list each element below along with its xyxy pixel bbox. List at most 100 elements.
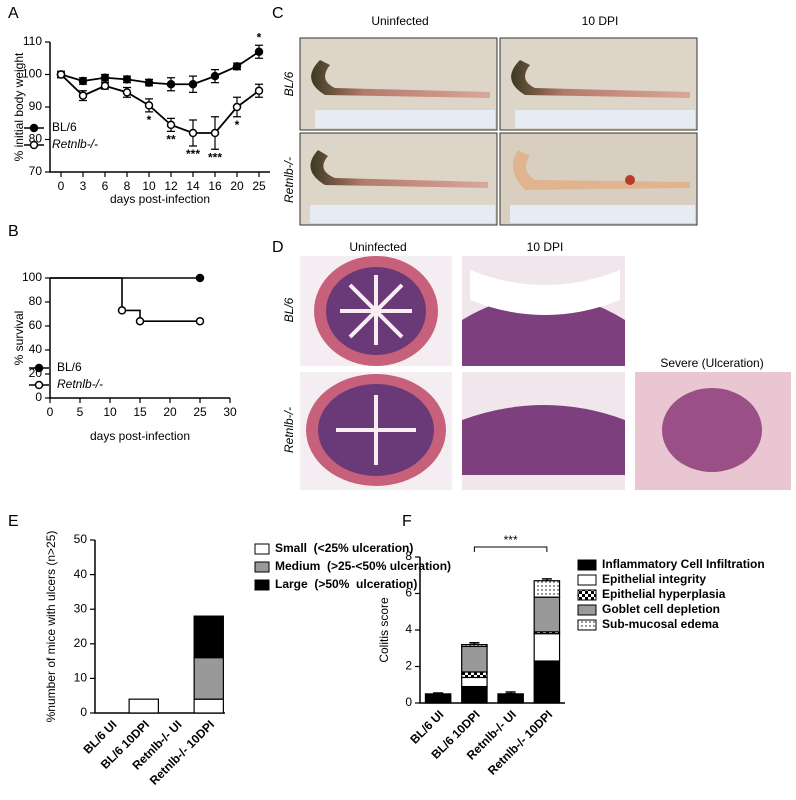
bar-segment: [128, 698, 159, 714]
legend-label: Small (<25% ulceration): [275, 541, 413, 555]
bar-segment: [461, 645, 488, 673]
bar-segment: [193, 698, 224, 714]
bar-segment: [461, 671, 488, 679]
y-tick-label: 0: [35, 390, 42, 404]
photo-column-title: 10 DPI: [582, 14, 619, 28]
legend-label: BL/6: [52, 120, 77, 134]
bar-segment: [424, 693, 452, 704]
photo: [299, 37, 698, 226]
legend-swatch: [577, 589, 597, 601]
legend-swatch: [254, 543, 270, 555]
data-point: [210, 128, 220, 138]
bar-segment: [193, 615, 224, 659]
y-tick-label: 50: [74, 532, 88, 546]
legend-swatch: [254, 579, 270, 591]
data-point: [232, 62, 242, 71]
y-tick-label: 6: [405, 586, 412, 600]
data-point: [188, 80, 198, 89]
data-point: [166, 120, 176, 130]
y-tick-label: 100: [22, 270, 42, 284]
series-line: [50, 277, 200, 322]
error-bar: [469, 642, 480, 645]
annotation: **: [166, 133, 176, 147]
y-tick-label: 40: [29, 342, 43, 356]
data-point: [232, 102, 242, 112]
data-point: [144, 101, 154, 110]
y-axis-label: % initial body weight: [12, 52, 26, 161]
y-tick-label: 0: [405, 695, 412, 709]
x-tick-label: 10: [142, 179, 156, 193]
x-tick-label: Retnlb-/- 10DPI: [485, 707, 555, 777]
data-point: [56, 70, 66, 79]
x-axis-label: days post-infection: [90, 429, 190, 443]
y-tick-label: 40: [74, 567, 88, 581]
legend-swatch: [254, 561, 270, 573]
panel-letter: C: [272, 5, 284, 22]
data-point: [166, 80, 176, 89]
x-tick-label: 15: [133, 405, 147, 419]
legend-label: Goblet cell depletion: [602, 602, 720, 616]
x-tick-label: 0: [47, 405, 54, 419]
annotation: ***: [186, 147, 200, 161]
photo-row-label: BL/6: [282, 71, 296, 96]
annotation: *: [147, 113, 152, 127]
bar-segment: [461, 685, 488, 704]
data-point: [135, 316, 145, 326]
y-tick-label: 30: [74, 601, 88, 615]
legend-label: Inflammatory Cell Infiltration: [602, 557, 765, 571]
y-tick-label: 0: [80, 705, 87, 719]
histology-image: [300, 256, 791, 490]
bar-segment: [533, 596, 561, 633]
bar-segment: [497, 693, 524, 704]
series-line: [60, 73, 260, 134]
panel-letter: E: [8, 513, 19, 530]
series-line: [60, 51, 260, 86]
x-tick-label: 20: [163, 405, 177, 419]
y-tick-label: 70: [29, 164, 43, 178]
photo-panel: Uninfected 10 DPI BL/6 Retnlb-/-: [282, 14, 698, 226]
bar-segment: [533, 580, 561, 598]
panel-letter: A: [8, 5, 19, 22]
legend-label: Large (>50% ulceration): [275, 577, 417, 591]
photo-row-label: Retnlb-/-: [282, 157, 296, 203]
x-tick-label: 0: [58, 179, 65, 193]
histology-panel: Uninfected 10 DPI Severe (Ulceration) BL…: [282, 240, 791, 490]
legend-label: BL/6: [57, 360, 82, 374]
bar-segment: [533, 660, 561, 704]
panel-letter: F: [402, 513, 412, 530]
legend-label: Retnlb-/-: [52, 137, 98, 151]
y-axis-label: % survival: [12, 311, 26, 366]
panel-letter: D: [272, 239, 284, 256]
y-tick-label: 110: [23, 34, 42, 48]
data-point: [254, 86, 264, 95]
error-bar: [541, 578, 552, 581]
data-point: [78, 91, 88, 100]
legend-label: Epithelial hyperplasia: [602, 587, 726, 601]
histology-column-title: Severe (Ulceration): [660, 356, 763, 370]
legend-swatch: [577, 574, 597, 586]
y-tick-label: 8: [405, 549, 412, 563]
significance-label: ***: [504, 533, 518, 547]
data-point: [254, 47, 264, 56]
y-tick-label: 80: [29, 294, 43, 308]
legend-label: Sub-mucosal edema: [602, 617, 719, 631]
data-point: [195, 316, 205, 326]
histology-row-label: BL/6: [282, 297, 296, 322]
x-tick-label: 16: [208, 179, 222, 193]
y-axis-label: %number of mice with ulcers (n>25): [44, 531, 58, 723]
y-tick-label: 4: [405, 622, 412, 636]
histology-row-label: Retnlb-/-: [282, 407, 296, 453]
histology-column-title: 10 DPI: [527, 240, 564, 254]
data-point: [34, 363, 44, 373]
data-point: [188, 128, 198, 138]
annotation: *: [235, 118, 240, 132]
data-point: [29, 140, 39, 150]
data-point: [210, 71, 220, 81]
legend-label: Retnlb-/-: [57, 377, 103, 391]
legend-label: Medium (>25-<50% ulceration): [275, 559, 451, 573]
data-point: [122, 88, 132, 97]
legend-label: Epithelial integrity: [602, 572, 706, 586]
data-point: [34, 380, 44, 390]
data-point: [100, 73, 110, 82]
